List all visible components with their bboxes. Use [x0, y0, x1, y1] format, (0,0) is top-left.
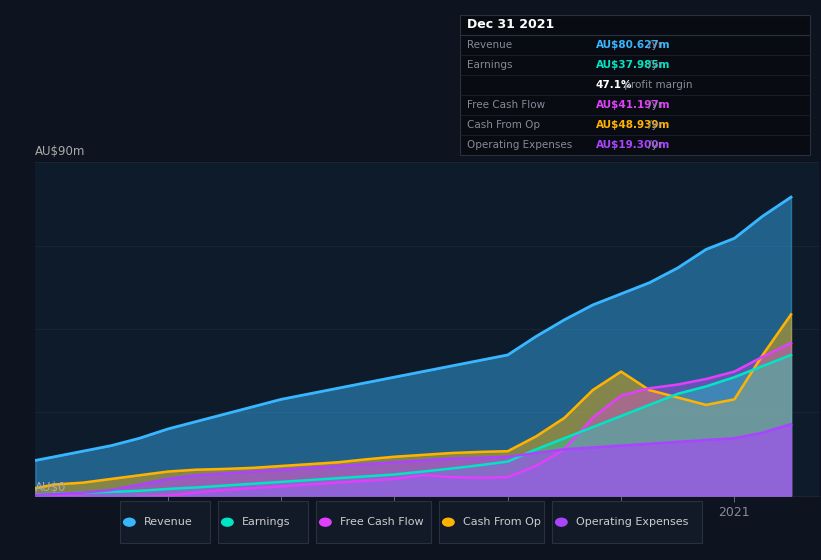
Text: Free Cash Flow: Free Cash Flow [466, 100, 544, 110]
Text: Revenue: Revenue [466, 40, 511, 50]
Text: AU$37.985m: AU$37.985m [595, 60, 670, 70]
Text: /yr: /yr [644, 60, 662, 70]
Text: /yr: /yr [644, 40, 662, 50]
Text: AU$19.300m: AU$19.300m [595, 140, 670, 150]
Text: Earnings: Earnings [466, 60, 512, 70]
Text: profit margin: profit margin [621, 80, 692, 90]
Text: 47.1%: 47.1% [595, 80, 632, 90]
Text: AU$48.939m: AU$48.939m [595, 120, 670, 130]
Text: /yr: /yr [644, 140, 662, 150]
Text: AU$41.197m: AU$41.197m [595, 100, 670, 110]
Text: Cash From Op: Cash From Op [466, 120, 539, 130]
Text: Cash From Op: Cash From Op [463, 517, 541, 527]
Text: AU$80.627m: AU$80.627m [595, 40, 670, 50]
Text: Operating Expenses: Operating Expenses [576, 517, 689, 527]
Text: Dec 31 2021: Dec 31 2021 [466, 18, 554, 31]
Text: Free Cash Flow: Free Cash Flow [340, 517, 424, 527]
Text: /yr: /yr [644, 100, 662, 110]
Text: Revenue: Revenue [144, 517, 193, 527]
Text: Operating Expenses: Operating Expenses [466, 140, 571, 150]
Text: AU$0: AU$0 [35, 481, 67, 494]
Text: AU$90m: AU$90m [35, 145, 85, 158]
Text: Earnings: Earnings [242, 517, 291, 527]
Text: /yr: /yr [644, 120, 662, 130]
